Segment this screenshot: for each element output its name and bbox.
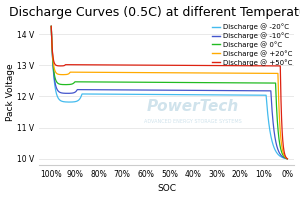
Discharge @ -20°C bbox=[50, 25, 53, 27]
Line: Discharge @ 0°C: Discharge @ 0°C bbox=[51, 26, 287, 159]
Discharge @ -20°C bbox=[286, 158, 289, 160]
Discharge @ +20°C bbox=[50, 25, 53, 27]
Discharge @ +50°C bbox=[236, 64, 239, 67]
Discharge @ 0°C bbox=[279, 146, 282, 149]
Discharge @ +50°C bbox=[50, 25, 53, 27]
Discharge @ +20°C bbox=[279, 132, 282, 134]
Discharge @ -10°C bbox=[158, 89, 162, 91]
Title: Discharge Curves (0.5C) at different Temperatures: Discharge Curves (0.5C) at different Tem… bbox=[8, 6, 300, 19]
Discharge @ +20°C bbox=[158, 71, 162, 74]
Discharge @ -10°C bbox=[279, 153, 282, 156]
Discharge @ 0°C bbox=[236, 82, 239, 84]
Y-axis label: Pack Voltage: Pack Voltage bbox=[6, 63, 15, 121]
Discharge @ -10°C bbox=[164, 89, 168, 91]
Discharge @ 0°C bbox=[61, 83, 65, 86]
Discharge @ -20°C bbox=[164, 93, 168, 96]
Discharge @ +20°C bbox=[279, 134, 282, 136]
Discharge @ +50°C bbox=[61, 65, 65, 67]
Text: PowerTech: PowerTech bbox=[146, 99, 238, 114]
Discharge @ -20°C bbox=[61, 100, 65, 103]
Discharge @ 0°C bbox=[286, 158, 289, 160]
Discharge @ +20°C bbox=[164, 71, 168, 74]
Discharge @ +20°C bbox=[236, 72, 239, 74]
Discharge @ -10°C bbox=[61, 92, 65, 94]
Line: Discharge @ +20°C: Discharge @ +20°C bbox=[51, 26, 287, 159]
Line: Discharge @ -10°C: Discharge @ -10°C bbox=[51, 26, 287, 159]
Discharge @ -10°C bbox=[286, 158, 289, 160]
Discharge @ +50°C bbox=[164, 64, 168, 66]
Discharge @ -10°C bbox=[279, 153, 282, 156]
X-axis label: SOC: SOC bbox=[158, 184, 176, 193]
Legend: Discharge @ -20°C, Discharge @ -10°C, Discharge @ 0°C, Discharge @ +20°C, Discha: Discharge @ -20°C, Discharge @ -10°C, Di… bbox=[210, 22, 293, 67]
Line: Discharge @ +50°C: Discharge @ +50°C bbox=[51, 26, 287, 159]
Discharge @ +50°C bbox=[279, 78, 282, 80]
Discharge @ 0°C bbox=[50, 25, 53, 27]
Discharge @ +20°C bbox=[61, 73, 65, 76]
Discharge @ -20°C bbox=[279, 155, 282, 158]
Discharge @ -20°C bbox=[158, 93, 162, 96]
Discharge @ -10°C bbox=[236, 89, 239, 92]
Discharge @ +50°C bbox=[158, 64, 162, 66]
Discharge @ 0°C bbox=[158, 81, 162, 84]
Discharge @ 0°C bbox=[279, 147, 282, 149]
Text: ADVANCED ENERGY STORAGE SYSTEMS: ADVANCED ENERGY STORAGE SYSTEMS bbox=[144, 119, 241, 124]
Discharge @ +20°C bbox=[286, 158, 289, 160]
Discharge @ +50°C bbox=[279, 71, 282, 74]
Discharge @ -10°C bbox=[50, 25, 53, 27]
Discharge @ 0°C bbox=[164, 81, 168, 84]
Discharge @ +50°C bbox=[286, 158, 289, 160]
Discharge @ -20°C bbox=[236, 94, 239, 96]
Line: Discharge @ -20°C: Discharge @ -20°C bbox=[51, 26, 287, 159]
Discharge @ -20°C bbox=[279, 155, 282, 158]
